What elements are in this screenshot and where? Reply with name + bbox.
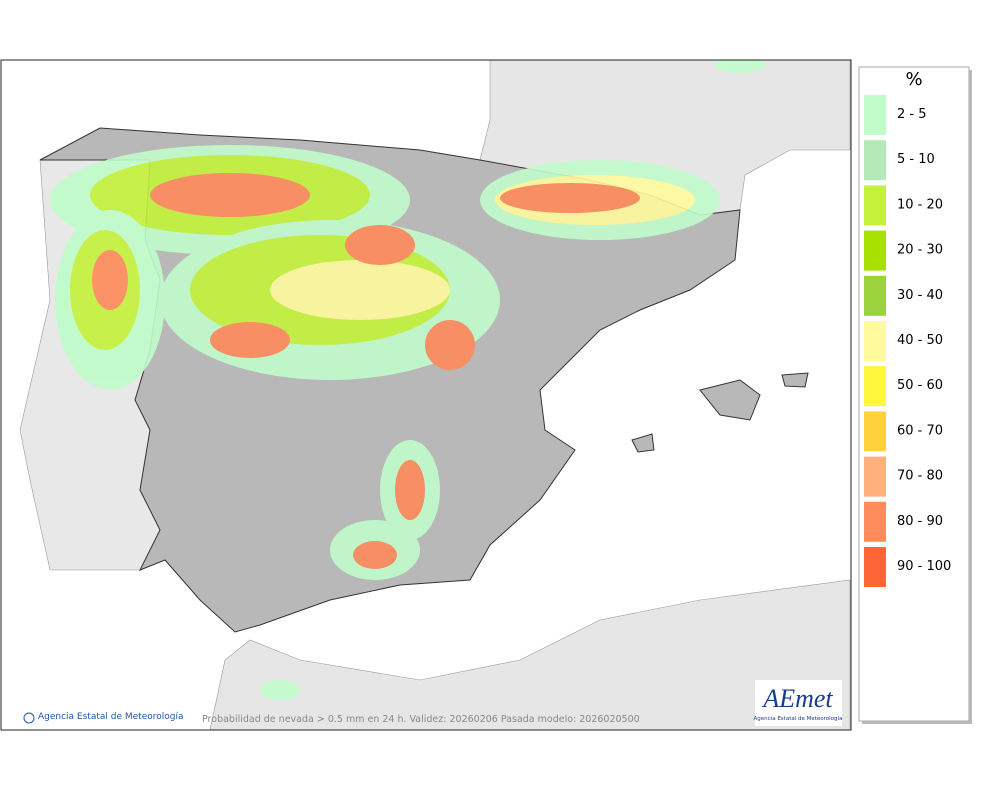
snow-area (715, 60, 765, 73)
snow-area (345, 225, 415, 265)
legend-label: 90 - 100 (897, 559, 951, 574)
ibiza (631, 433, 655, 453)
legend-label: 10 - 20 (897, 197, 943, 212)
logo-box (755, 680, 842, 726)
legend-swatch (864, 456, 886, 497)
legend-swatch (864, 366, 886, 407)
menorca (781, 372, 809, 388)
legend-swatch (864, 185, 886, 226)
snow-area (150, 173, 310, 217)
snow-area (260, 680, 300, 700)
legend-swatch (864, 230, 886, 271)
legend-items: 2 - 5 5 - 10 10 - 20 20 - 30 30 - 40 40 - 50 5… (864, 95, 951, 587)
legend-label: 60 - 70 (897, 423, 943, 438)
copyright-icon (23, 712, 35, 724)
legend-label: 70 - 80 (897, 469, 943, 484)
legend-swatch (864, 140, 886, 181)
legend-label: 30 - 40 (897, 288, 943, 303)
map: Agencia Estatal de Meteorología Probabil… (1, 60, 851, 730)
legend-label: 5 - 10 (897, 152, 935, 167)
snow-area (270, 260, 450, 320)
legend-label: 80 - 90 (897, 514, 943, 529)
logo-subtitle: Agencia Estatal de Meteorología (754, 715, 843, 722)
snow-area (500, 183, 640, 213)
legend-label: 40 - 50 (897, 333, 943, 348)
mallorca (699, 379, 761, 421)
legend-label: 2 - 5 (897, 107, 927, 122)
snow-area (425, 320, 475, 370)
snow-area (395, 460, 425, 520)
caption: Probabilidad de nevada > 0.5 mm en 24 h.… (202, 714, 640, 725)
legend-swatch (864, 275, 886, 316)
africa (209, 579, 851, 730)
legend-title: % (905, 69, 922, 90)
snow-area (353, 541, 397, 569)
legend-swatch (864, 501, 886, 542)
credit: Agencia Estatal de Meteorología (38, 712, 184, 722)
legend-swatch (864, 321, 886, 361)
legend-swatch (864, 547, 886, 587)
legend-label: 20 - 30 (897, 243, 943, 258)
snow-area (92, 250, 128, 310)
legend-label: 50 - 60 (897, 378, 943, 393)
logo: AEmet (761, 684, 833, 713)
legend-swatch (864, 95, 886, 135)
map-frame (0, 59, 852, 731)
legend-swatch (864, 411, 886, 452)
snow-areas (50, 60, 765, 700)
snow-area (210, 322, 290, 358)
